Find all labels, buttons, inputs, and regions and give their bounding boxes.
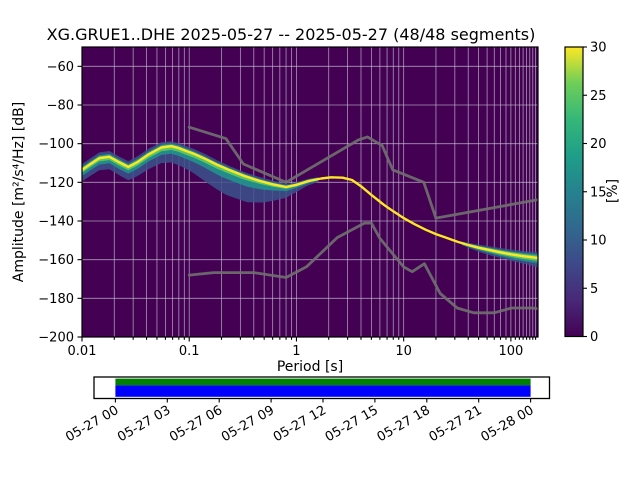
noise-model-high — [187, 125, 538, 220]
timeline-tick-label: 05-27 00 — [63, 403, 121, 445]
colorbar-tick-label: 10 — [590, 234, 607, 249]
colorbar-tick-label: 15 — [590, 185, 607, 200]
timeline-data-green — [115, 378, 531, 386]
axes-border — [81, 46, 539, 338]
y-tick-label: −120 — [38, 176, 74, 191]
x-tick-label: 100 — [498, 344, 523, 359]
colorbar-tick-label: 25 — [590, 89, 607, 104]
x-tick-label: 0.01 — [68, 344, 97, 359]
y-tick-label: −200 — [38, 331, 74, 346]
timeline-tick-label: 05-28 00 — [478, 403, 536, 445]
psd-mode-line — [82, 145, 538, 260]
plot-background — [82, 47, 538, 337]
y-tick-label: −100 — [38, 137, 74, 152]
timeline-tick-label: 05-27 09 — [219, 403, 277, 445]
psd-band-cloud-teal-left — [82, 143, 319, 192]
y-tick-label: −80 — [47, 99, 74, 114]
colorbar — [565, 47, 583, 337]
y-tick-label: −180 — [38, 292, 74, 307]
y-tick-label: −60 — [47, 60, 74, 75]
axis-ticks — [77, 65, 537, 342]
colorbar-tick-label: 5 — [590, 282, 598, 297]
x-tick-label: 10 — [395, 344, 412, 359]
y-tick-label: −140 — [38, 215, 74, 230]
timeline-tick-label: 05-27 15 — [323, 403, 381, 445]
timeline-tick-label: 05-27 21 — [427, 403, 485, 445]
x-tick-label: 0.1 — [179, 344, 200, 359]
timeline-data-blue — [115, 385, 531, 397]
timeline-tick-label: 05-27 12 — [271, 403, 329, 445]
timeline-tick-label: 05-27 03 — [115, 403, 173, 445]
timeline-tick-label: 05-27 06 — [167, 403, 225, 445]
colorbar-tick-label: 0 — [590, 330, 598, 345]
noise-model-low — [187, 221, 538, 315]
psd-histogram — [82, 125, 538, 315]
x-tick-label: 1 — [292, 344, 300, 359]
colorbar-tick-label: 20 — [590, 137, 607, 152]
timeline-tick-label: 05-27 18 — [375, 403, 433, 445]
y-tick-label: −160 — [38, 253, 74, 268]
y-axis-label: Amplitude [m²/s⁴/Hz] [dB] — [11, 101, 27, 283]
colorbar-tick-label: 30 — [590, 41, 607, 56]
colorbar-label: [%] — [605, 178, 621, 204]
x-axis-label: Period [s] — [276, 359, 344, 375]
plot-title: XG.GRUE1..DHE 2025-05-27 -- 2025-05-27 (… — [46, 25, 536, 44]
